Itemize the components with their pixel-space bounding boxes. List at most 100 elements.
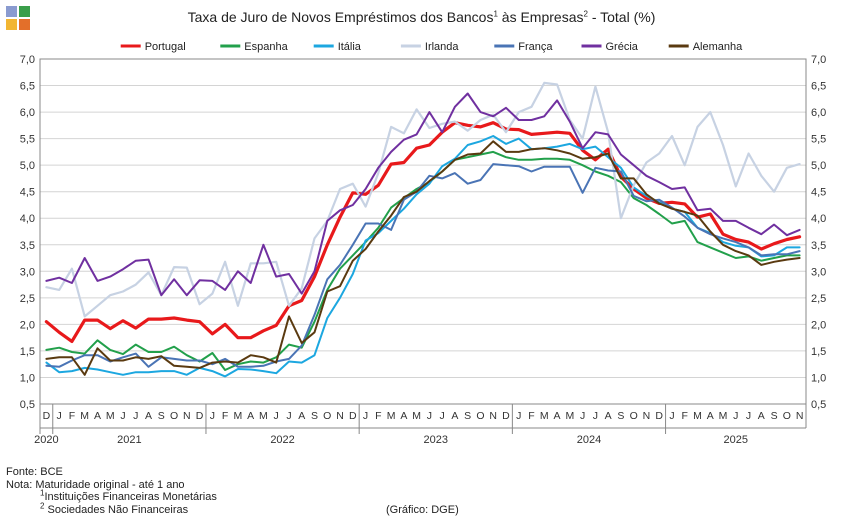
source-note: Fonte: BCE <box>6 466 63 478</box>
x-tick-label: J <box>733 410 738 422</box>
y-tick-label-left: 4,5 <box>20 187 35 199</box>
x-tick-label: F <box>375 410 381 422</box>
x-tick-label: F <box>69 410 75 422</box>
x-tick-label: J <box>274 410 279 422</box>
y-tick-label-right: 1,0 <box>811 372 826 384</box>
y-tick-label-right: 5,5 <box>811 134 826 146</box>
legend-label: Portugal <box>145 41 186 53</box>
x-tick-label: A <box>247 410 254 422</box>
x-tick-label: S <box>158 410 165 422</box>
x-tick-label: D <box>196 410 204 422</box>
legend: Portugal Espanha Itália Irlanda França Grécia… <box>120 41 743 53</box>
x-tick-label: N <box>336 410 344 422</box>
x-tick-label: M <box>412 410 421 422</box>
x-tick-label: N <box>796 410 804 422</box>
dge-logo-icon <box>6 6 30 30</box>
legend-label: Alemanha <box>693 41 743 53</box>
chart-title: Taxa de Juro de Novos Empréstimos dos Ba… <box>187 9 656 25</box>
legend-label: França <box>518 41 553 53</box>
y-tick-label-left: 6,5 <box>20 81 35 93</box>
legend-item: França <box>494 41 553 53</box>
x-tick-label: F <box>528 410 534 422</box>
x-tick-label: D <box>502 410 510 422</box>
x-tick-label: O <box>323 410 331 422</box>
legend-item: Alemanha <box>668 41 743 53</box>
x-tick-label: J <box>286 410 291 422</box>
y-tick-label-left: 1,0 <box>20 372 35 384</box>
y-tick-label-right: 5,0 <box>811 160 826 172</box>
x-tick-label: N <box>489 410 497 422</box>
y-tick-label-right: 3,5 <box>811 240 826 252</box>
x-tick-label: N <box>643 410 651 422</box>
y-tick-label-left: 5,5 <box>20 134 35 146</box>
legend-label: Itália <box>338 41 362 53</box>
x-tick-label: M <box>565 410 574 422</box>
y-tick-label-right: 6,0 <box>811 107 826 119</box>
x-tick-label: S <box>311 410 318 422</box>
x-tick-label: M <box>387 410 396 422</box>
x-tick-label: A <box>145 410 152 422</box>
x-tick-label: M <box>80 410 89 422</box>
x-tick-label: A <box>451 410 458 422</box>
x-tick-label: J <box>363 410 368 422</box>
year-label: 2025 <box>724 434 748 446</box>
year-label: 2024 <box>577 434 601 446</box>
x-tick-label: O <box>783 410 791 422</box>
series-line-grécia <box>45 92 801 297</box>
x-tick-label: J <box>427 410 432 422</box>
y-tick-label-left: 6,0 <box>20 107 35 119</box>
legend-item: Espanha <box>220 41 289 53</box>
footnote-2: 2 Sociedades Não Financeiras <box>40 500 189 516</box>
x-tick-label: A <box>554 410 561 422</box>
x-tick-label: S <box>617 410 624 422</box>
y-tick-label-left: 2,0 <box>20 319 35 331</box>
x-tick-label: J <box>133 410 138 422</box>
y-tick-label-left: 2,5 <box>20 293 35 305</box>
x-tick-label: O <box>476 410 484 422</box>
legend-label: Espanha <box>244 41 288 53</box>
year-label: 2021 <box>117 434 141 446</box>
y-tick-label-right: 1,5 <box>811 346 826 358</box>
chart-notes: Fonte: BCE Nota: Maturidade original - a… <box>6 466 217 516</box>
legend-item: Itália <box>313 41 362 53</box>
year-label: 2022 <box>270 434 294 446</box>
x-tick-label: D <box>349 410 357 422</box>
x-tick-label: O <box>170 410 178 422</box>
x-tick-label: J <box>120 410 125 422</box>
footnote-1: 1Instituições Financeiras Monetárias <box>40 488 217 503</box>
legend-label: Grécia <box>606 41 639 53</box>
x-tick-label: A <box>400 410 407 422</box>
x-tick-label: D <box>43 410 51 422</box>
series-line-itália <box>45 135 801 378</box>
legend-item: Grécia <box>581 41 639 53</box>
chart-credit: (Gráfico: DGE) <box>386 504 459 516</box>
y-tick-label-left: 7,0 <box>20 54 35 66</box>
x-tick-label: J <box>746 410 751 422</box>
x-tick-label: M <box>693 410 702 422</box>
x-tick-label: M <box>106 410 115 422</box>
x-tick-label: J <box>516 410 521 422</box>
y-tick-label-left: 3,5 <box>20 240 35 252</box>
x-tick-label: A <box>605 410 612 422</box>
y-tick-label-right: 4,0 <box>811 213 826 225</box>
y-tick-label-right: 6,5 <box>811 81 826 93</box>
x-tick-label: A <box>707 410 714 422</box>
y-tick-label-right: 0,5 <box>811 399 826 411</box>
x-tick-label: A <box>758 410 765 422</box>
y-tick-label-left: 5,0 <box>20 160 35 172</box>
x-tick-label: M <box>259 410 268 422</box>
maturity-note: Nota: Maturidade original - até 1 ano <box>6 478 185 491</box>
y-tick-label-left: 0,5 <box>20 399 35 411</box>
x-tick-label: S <box>771 410 778 422</box>
series-line-portugal <box>44 121 802 343</box>
legend-label: Irlanda <box>425 41 460 53</box>
legend-item: Irlanda <box>400 41 460 53</box>
y-tick-label-left: 4,0 <box>20 213 35 225</box>
series-line-irlanda <box>45 81 801 318</box>
y-tick-label-right: 2,5 <box>811 293 826 305</box>
x-tick-label: D <box>655 410 663 422</box>
y-tick-label-left: 3,0 <box>20 266 35 278</box>
x-tick-label: A <box>298 410 305 422</box>
y-tick-label-right: 2,0 <box>811 319 826 331</box>
line-chart: 7,0 7,0 6,5 6,5 6,0 6,0 5,5 5,5 5,0 5,0 4,5 4,5 4,0 4… <box>20 41 827 446</box>
